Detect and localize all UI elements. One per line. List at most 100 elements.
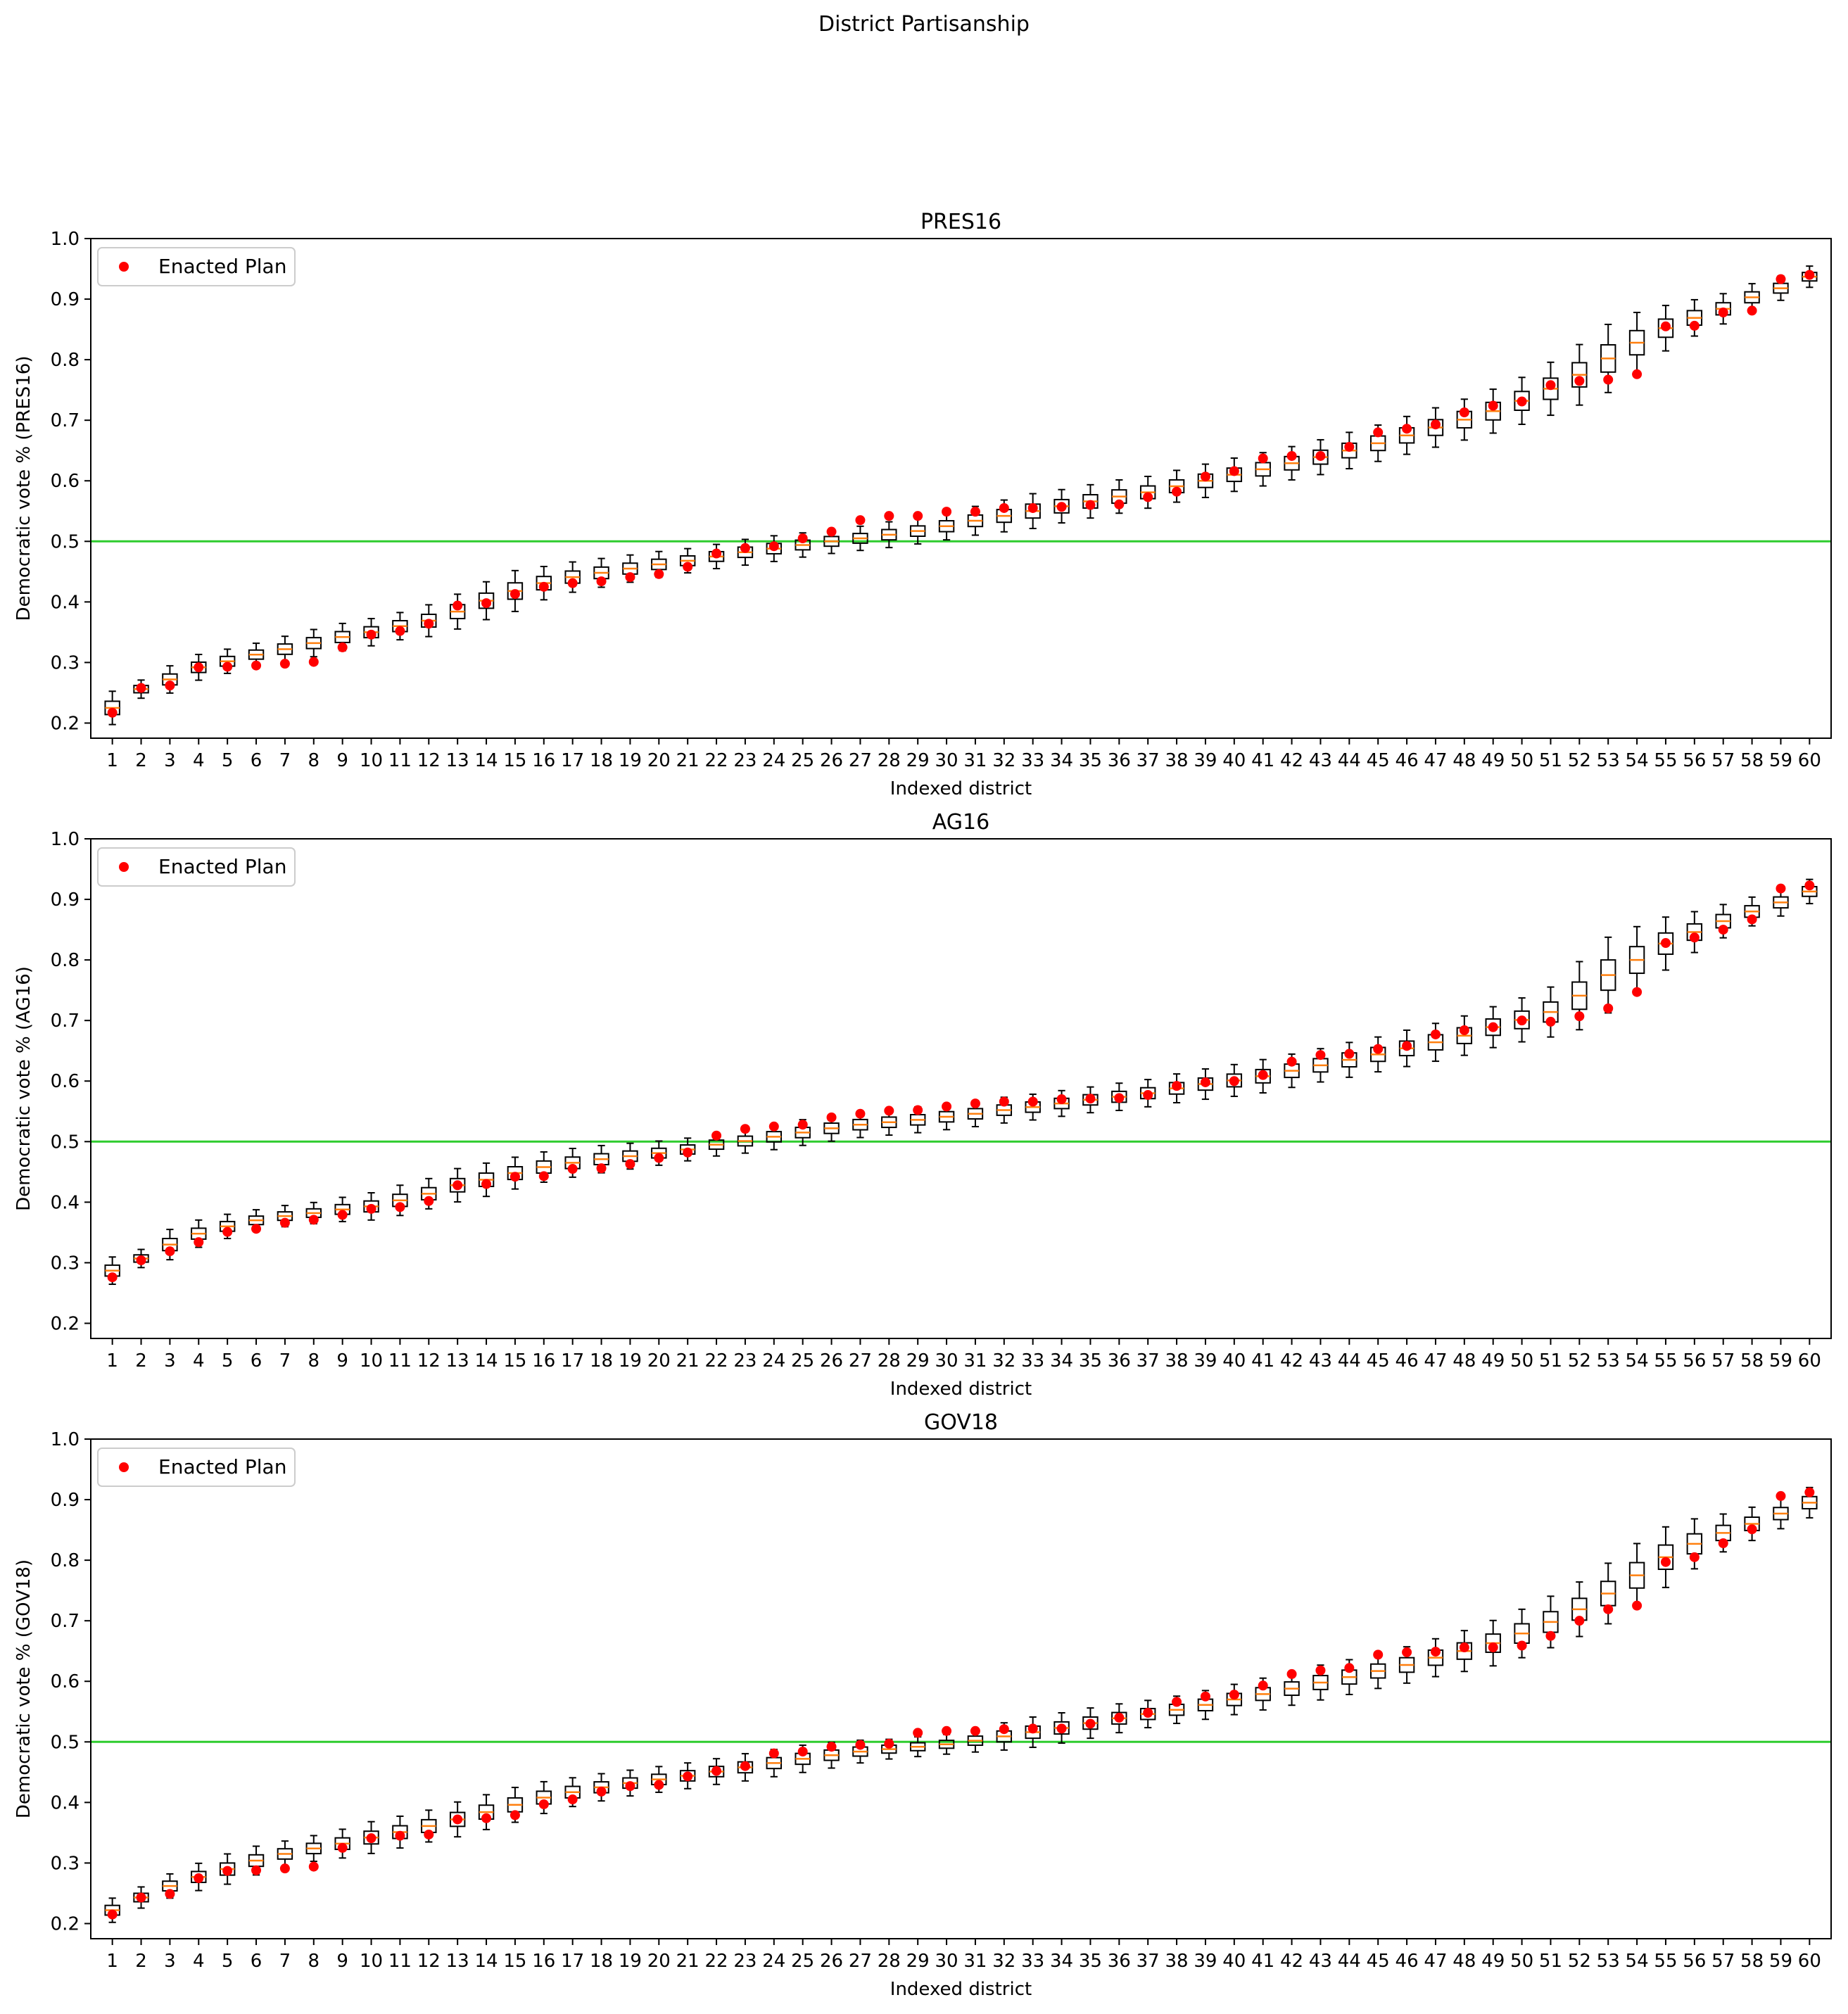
x-tick-label: 59 [1769, 750, 1792, 771]
box-district-27 [852, 525, 868, 552]
enacted-point-29 [913, 511, 923, 521]
x-tick-label: 57 [1711, 1951, 1735, 1972]
enacted-point-12 [424, 1829, 434, 1839]
y-axis-label: Democratic vote % (PRES16) [13, 356, 34, 621]
enacted-point-24 [768, 541, 779, 552]
x-tick-label: 46 [1396, 1350, 1419, 1372]
y-axis-label: Democratic vote % (AG16) [13, 966, 34, 1211]
enacted-point-48 [1459, 1025, 1469, 1035]
x-tick-label: 3 [164, 1350, 176, 1372]
legend-frame [97, 847, 296, 887]
enacted-point-44 [1344, 1049, 1355, 1059]
x-tick-label: 14 [474, 750, 498, 771]
x-tick-label: 1 [106, 1350, 118, 1372]
enacted-point-22 [711, 1766, 722, 1776]
x-tick-label: 33 [1021, 750, 1044, 771]
enacted-point-47 [1430, 1029, 1441, 1039]
enacted-point-32 [999, 1096, 1009, 1107]
x-tick-label: 42 [1280, 1350, 1303, 1372]
enacted-point-22 [711, 548, 722, 559]
enacted-point-17 [567, 1164, 578, 1174]
x-tick-label: 55 [1654, 750, 1677, 771]
x-tick-label: 13 [446, 750, 469, 771]
enacted-point-28 [884, 1738, 894, 1749]
legend: Enacted Plan [97, 847, 296, 887]
box-district-3 [162, 1229, 178, 1261]
y-tick-label: 0.7 [51, 1011, 80, 1032]
x-tick-label: 5 [222, 1951, 234, 1972]
y-tick-label: 0.3 [51, 1853, 80, 1874]
enacted-point-5 [222, 1866, 233, 1876]
x-tick-label: 41 [1251, 1951, 1274, 1972]
enacted-point-25 [797, 1747, 808, 1757]
plot-frame [90, 238, 1832, 739]
x-axis-label: Indexed district [890, 778, 1032, 799]
x-tick-label: 43 [1309, 1951, 1332, 1972]
legend-label: Enacted Plan [158, 855, 286, 878]
x-tick-label: 35 [1079, 750, 1102, 771]
enacted-point-14 [481, 1813, 492, 1823]
enacted-point-1 [107, 1272, 118, 1283]
x-tick-label: 56 [1683, 1951, 1706, 1972]
x-tick-label: 44 [1338, 1951, 1361, 1972]
x-tick-label: 33 [1021, 1350, 1044, 1372]
x-tick-label: 25 [791, 1350, 814, 1372]
x-tick-label: 28 [878, 750, 901, 771]
box-district-34 [1053, 488, 1070, 524]
x-tick-label: 7 [279, 750, 291, 771]
enacted-point-8 [308, 1861, 319, 1872]
x-tick-label: 49 [1481, 1951, 1505, 1972]
enacted-point-4 [194, 1237, 204, 1248]
enacted-point-16 [538, 581, 549, 592]
enacted-point-54 [1632, 1600, 1643, 1611]
x-tick-label: 43 [1309, 750, 1332, 771]
enacted-point-35 [1085, 1718, 1096, 1729]
y-tick-label: 1.0 [51, 1429, 80, 1450]
x-tick-label: 29 [906, 1951, 930, 1972]
enacted-point-57 [1718, 925, 1728, 935]
enacted-point-24 [768, 1748, 779, 1759]
enacted-point-59 [1776, 883, 1786, 894]
panel-title: AG16 [932, 810, 989, 835]
x-tick-label: 14 [474, 1350, 498, 1372]
x-tick-label: 13 [446, 1951, 469, 1972]
box-district-57 [1715, 293, 1731, 325]
box-district-12 [421, 604, 437, 638]
enacted-point-30 [942, 507, 952, 517]
x-tick-label: 39 [1194, 750, 1217, 771]
x-tick-label: 5 [222, 750, 234, 771]
legend: Enacted Plan [97, 247, 296, 286]
enacted-point-48 [1459, 1642, 1469, 1653]
box-district-15 [507, 569, 524, 612]
enacted-point-4 [194, 662, 204, 673]
x-tick-label: 35 [1079, 1350, 1102, 1372]
x-tick-label: 36 [1108, 750, 1131, 771]
enacted-point-11 [395, 1202, 405, 1212]
y-tick-label: 0.2 [51, 1313, 80, 1334]
enacted-point-35 [1085, 1094, 1096, 1104]
enacted-point-34 [1056, 1723, 1067, 1734]
enacted-point-53 [1603, 374, 1614, 385]
box-district-57 [1715, 1513, 1731, 1553]
x-tick-label: 49 [1481, 750, 1505, 771]
x-tick-label: 18 [590, 750, 613, 771]
enacted-point-55 [1660, 938, 1671, 949]
enacted-point-25 [797, 1120, 808, 1130]
x-tick-label: 34 [1050, 1350, 1073, 1372]
enacted-point-21 [683, 1147, 693, 1158]
panel-title: GOV18 [924, 1410, 998, 1435]
x-tick-label: 51 [1539, 1350, 1562, 1372]
x-tick-label: 27 [849, 1951, 872, 1972]
x-tick-label: 18 [590, 1951, 613, 1972]
enacted-point-52 [1574, 1011, 1585, 1022]
x-tick-label: 52 [1568, 1951, 1591, 1972]
x-tick-label: 3 [164, 1951, 176, 1972]
enacted-point-28 [884, 511, 894, 521]
box-district-29 [909, 1736, 926, 1758]
x-tick-label: 50 [1510, 750, 1533, 771]
x-tick-label: 53 [1597, 1350, 1620, 1372]
box-district-53 [1600, 323, 1616, 393]
x-tick-label: 55 [1654, 1951, 1677, 1972]
enacted-point-6 [251, 1224, 262, 1234]
enacted-point-43 [1315, 1665, 1326, 1676]
